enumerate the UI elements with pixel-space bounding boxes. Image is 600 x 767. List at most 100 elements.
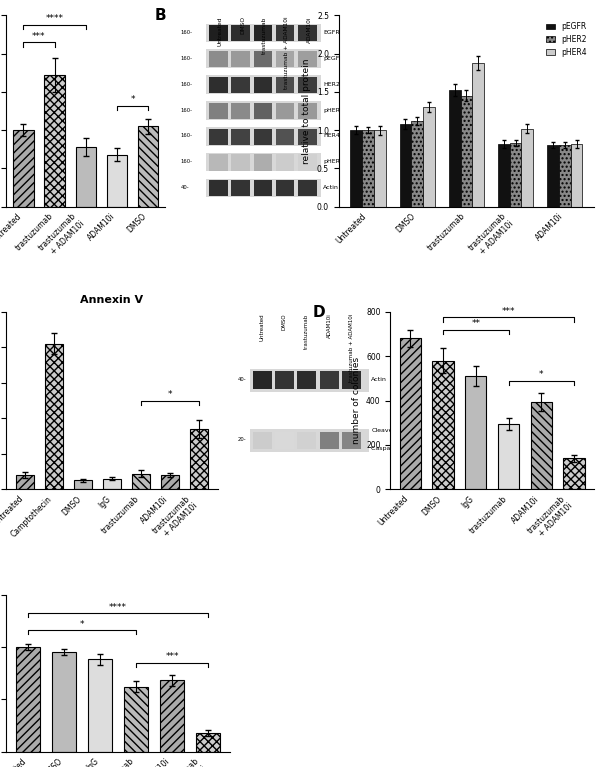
Bar xyxy=(254,154,272,170)
Bar xyxy=(206,179,321,197)
Text: trastuzumab + ADAM10i: trastuzumab + ADAM10i xyxy=(349,314,354,382)
Text: DMSO: DMSO xyxy=(282,314,287,330)
Bar xyxy=(16,476,34,489)
Text: Untreated: Untreated xyxy=(218,16,223,46)
Bar xyxy=(124,686,148,752)
Text: 20-: 20- xyxy=(238,437,247,442)
Bar xyxy=(190,429,208,489)
Bar xyxy=(232,77,250,93)
Bar xyxy=(320,432,339,449)
Bar xyxy=(206,127,321,146)
Bar xyxy=(209,25,228,41)
Text: Cleaved: Cleaved xyxy=(371,428,397,433)
Text: 160-: 160- xyxy=(181,159,193,164)
Bar xyxy=(16,647,40,752)
Text: ****: **** xyxy=(109,603,127,612)
Bar xyxy=(298,51,317,67)
Text: B: B xyxy=(155,8,166,23)
Bar xyxy=(412,121,423,206)
Bar xyxy=(254,129,272,145)
Bar xyxy=(52,652,76,752)
Bar xyxy=(374,130,386,206)
Bar xyxy=(206,75,321,94)
Text: ***: *** xyxy=(32,31,46,41)
Bar xyxy=(298,129,317,145)
Y-axis label: relative to total protein: relative to total protein xyxy=(302,58,311,163)
Bar xyxy=(44,75,65,206)
Text: **: ** xyxy=(472,319,481,328)
Bar xyxy=(254,51,272,67)
Text: ADAM10i: ADAM10i xyxy=(307,16,311,43)
Bar xyxy=(350,130,362,206)
Bar xyxy=(498,424,519,489)
Bar xyxy=(362,130,374,206)
Bar xyxy=(400,124,412,206)
Text: Caspase 7: Caspase 7 xyxy=(371,446,404,451)
Text: trastuzumab + ADAM10i: trastuzumab + ADAM10i xyxy=(284,16,289,89)
Bar xyxy=(232,103,250,119)
Bar xyxy=(160,680,184,752)
Text: ***: *** xyxy=(166,653,179,661)
Bar xyxy=(571,144,583,206)
Text: ADAM10i: ADAM10i xyxy=(326,314,332,338)
Text: trastuzumab: trastuzumab xyxy=(262,16,267,54)
Bar xyxy=(103,479,121,489)
Text: pEGFR: pEGFR xyxy=(323,56,344,61)
Text: ***: *** xyxy=(502,307,515,316)
Bar xyxy=(253,371,272,389)
Bar xyxy=(206,24,321,42)
Text: trastuzumab: trastuzumab xyxy=(304,314,309,349)
Bar xyxy=(563,459,585,489)
Text: 160-: 160- xyxy=(181,30,193,35)
Bar xyxy=(254,180,272,196)
Text: pHER2: pHER2 xyxy=(323,107,344,113)
Bar xyxy=(276,180,295,196)
Bar xyxy=(276,77,295,93)
Bar xyxy=(400,338,421,489)
Bar xyxy=(275,371,294,389)
Bar xyxy=(342,432,361,449)
Text: *: * xyxy=(80,620,84,629)
Text: 160-: 160- xyxy=(181,133,193,138)
Bar xyxy=(209,77,228,93)
Bar xyxy=(209,154,228,170)
Text: 160-: 160- xyxy=(181,56,193,61)
Bar xyxy=(138,127,158,206)
Bar xyxy=(209,51,228,67)
Bar xyxy=(276,51,295,67)
Bar xyxy=(209,129,228,145)
Bar xyxy=(232,154,250,170)
Bar xyxy=(206,101,321,120)
Bar xyxy=(449,91,461,206)
Bar xyxy=(298,371,316,389)
Bar xyxy=(209,180,228,196)
Bar xyxy=(253,432,272,449)
Title: Annexin V: Annexin V xyxy=(80,295,143,305)
Text: EGFR: EGFR xyxy=(323,30,340,35)
Bar xyxy=(298,77,317,93)
Bar xyxy=(131,474,151,489)
Bar xyxy=(320,371,339,389)
Bar xyxy=(161,476,179,489)
Bar xyxy=(498,144,509,206)
Bar xyxy=(74,480,92,489)
Bar xyxy=(254,25,272,41)
Bar xyxy=(465,376,487,489)
Bar xyxy=(107,155,127,206)
Bar xyxy=(521,129,533,206)
Bar xyxy=(423,107,435,206)
Bar xyxy=(13,130,34,206)
Bar xyxy=(547,146,559,206)
Text: D: D xyxy=(313,304,326,320)
Bar xyxy=(254,103,272,119)
Bar xyxy=(196,732,220,752)
Bar xyxy=(472,63,484,206)
Text: 40-: 40- xyxy=(181,185,189,190)
Bar xyxy=(276,25,295,41)
Bar xyxy=(206,153,321,171)
Bar xyxy=(342,371,361,389)
Text: HER4: HER4 xyxy=(323,133,340,138)
Bar xyxy=(276,103,295,119)
Text: Actin: Actin xyxy=(323,185,339,190)
Text: HER2: HER2 xyxy=(323,82,340,87)
